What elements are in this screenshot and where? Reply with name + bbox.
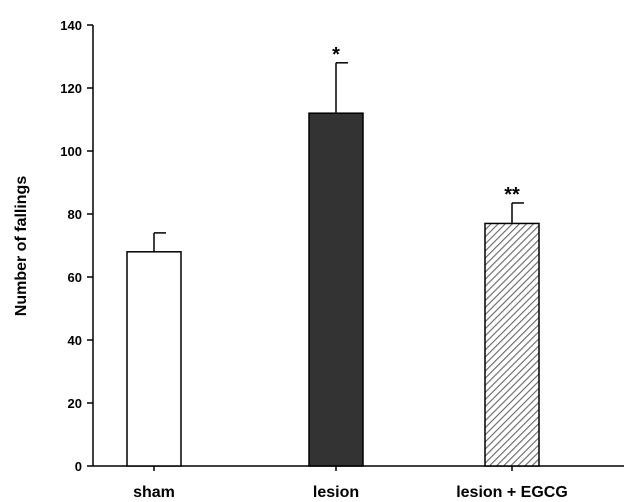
y-tick-label: 120 [60,81,82,96]
category-label: lesion + EGCG [456,484,568,501]
category-label: lesion [313,484,359,501]
bar-lesion [308,112,364,467]
bar-lesion-egcg [484,222,540,467]
category-label: sham [133,484,175,501]
bars [126,62,540,467]
labels: sham lesion * lesion + EGCG ** [133,44,568,501]
y-tick-label: 140 [60,18,82,33]
significance-marker: ** [504,184,520,206]
y-tick-label: 100 [60,144,82,159]
bar-sham [126,251,182,467]
y-tick-label: 20 [68,396,82,411]
y-tick-label: 60 [68,270,82,285]
y-tick-label: 40 [68,333,82,348]
y-axis-title: Number of fallings [13,176,30,317]
y-tick-label: 80 [68,207,82,222]
significance-marker: * [332,44,340,66]
y-tick-label: 0 [75,459,82,474]
